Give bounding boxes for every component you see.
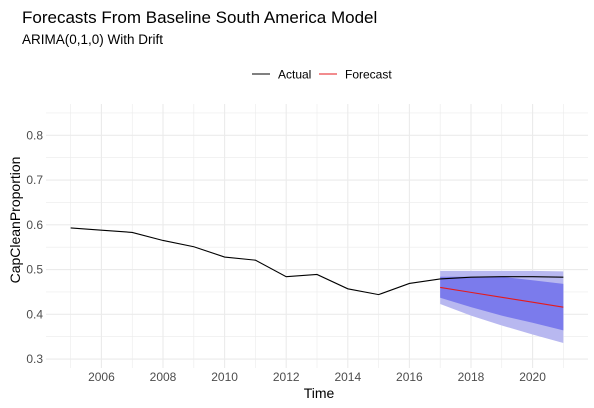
prediction-band-inner (440, 276, 564, 331)
x-tick-label: 2020 (519, 370, 546, 384)
x-tick-label: 2008 (150, 370, 177, 384)
y-tick-label: 0.8 (26, 128, 43, 142)
prediction-intervals (440, 270, 564, 343)
y-tick-label: 0.4 (26, 307, 43, 321)
y-tick-label: 0.5 (26, 263, 43, 277)
chart-title: Forecasts From Baseline South America Mo… (22, 8, 377, 27)
series-line-0 (70, 227, 564, 296)
series-line-1 (440, 286, 564, 308)
legend: Actual Forecast (252, 68, 392, 82)
y-axis-label: CapCleanProportion (7, 157, 23, 284)
x-tick-label: 2018 (458, 370, 485, 384)
series-lines (70, 227, 564, 308)
x-tick-label: 2012 (273, 370, 300, 384)
y-tick-label: 0.3 (26, 352, 43, 366)
chart-subtitle: ARIMA(0,1,0) With Drift (22, 32, 163, 47)
y-axis-ticks: 0.3 0.4 0.5 0.6 0.7 0.8 (26, 128, 43, 366)
legend-forecast-label: Forecast (345, 68, 392, 82)
x-tick-label: 2006 (88, 370, 115, 384)
x-axis-ticks: 2006 2008 2010 2012 2014 2016 2018 2020 (88, 370, 546, 384)
x-tick-label: 2010 (211, 370, 238, 384)
x-tick-label: 2014 (334, 370, 361, 384)
y-tick-label: 0.7 (26, 173, 43, 187)
grid (46, 104, 588, 368)
x-axis-label: Time (304, 385, 335, 401)
x-tick-label: 2016 (396, 370, 423, 384)
legend-actual-label: Actual (278, 68, 311, 82)
y-tick-label: 0.6 (26, 218, 43, 232)
